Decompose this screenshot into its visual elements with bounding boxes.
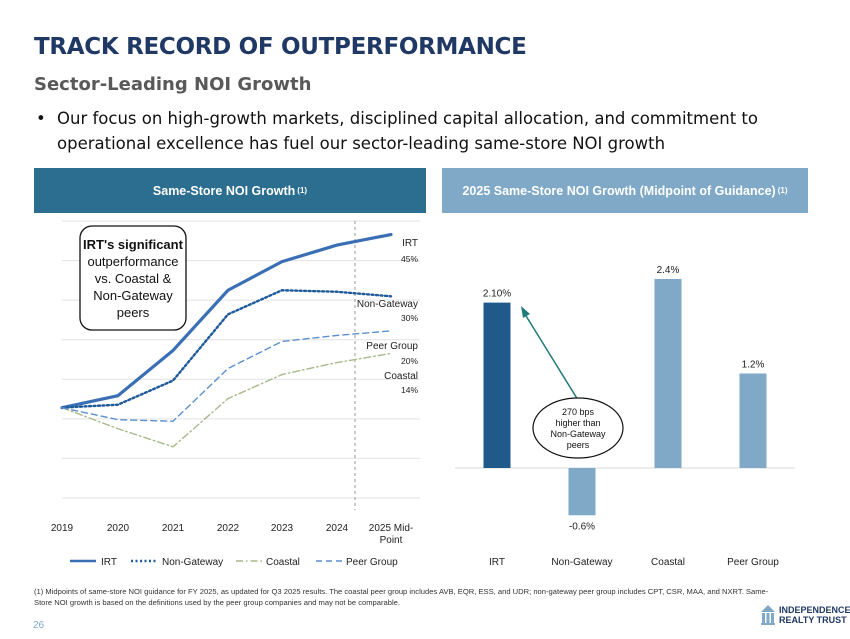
x-tick-label: 2025 Mid- [369,523,413,534]
bullet-text: Our focus on high-growth markets, discip… [57,109,758,153]
series-end-name: Coastal [384,371,418,382]
bar-chart-header: 2025 Same-Store NOI Growth (Midpoint of … [442,168,808,213]
legend-label: Non-Gateway [162,557,223,568]
x-tick-label: 2021 [162,523,185,534]
line-chart-header-text: Same-Store NOI Growth [152,183,296,198]
series-line-peer-group [61,330,392,422]
callout-box-left [79,225,187,331]
callout-right-line: peers [567,440,590,450]
logo-line1: INDEPENDENCE [779,605,850,615]
bar-peer-group [739,373,767,468]
series-end-value: 14% [401,385,418,395]
bullet-point: • Our focus on high-growth markets, disc… [36,106,796,156]
series-line-non-gateway [60,289,393,409]
bar-value-label: 2.4% [657,265,680,276]
series-end-name: IRT [402,238,418,249]
legend-label: Peer Group [346,557,398,568]
footnote: (1) Midpoints of same-store NOI guidance… [34,587,769,607]
x-tick-label: 2023 [271,523,294,534]
x-tick-label: 2024 [326,523,349,534]
bar-chart-header-footnote-ref: (1) [777,186,788,195]
section-subtitle: Sector-Leading NOI Growth [34,74,312,95]
callout-left-line: peers [117,305,150,320]
callout-arrow-head [521,306,530,318]
line-chart-header: Same-Store NOI Growth (1) [34,168,426,213]
bar-category-label: Non-Gateway [551,557,612,568]
bar-category-label: IRT [489,557,505,568]
series-end-value: 20% [401,356,418,366]
bar-irt [483,302,511,468]
series-line-irt [60,232,393,410]
callout-left-line: Non-Gateway [93,288,173,303]
callout-left-line: IRT's significant [83,237,184,252]
bar-value-label: 1.2% [742,360,765,371]
page-number: 26 [33,620,45,631]
callout-bubble-right [532,397,624,459]
bar-non-gateway [568,468,596,516]
bullet-dot: • [36,109,46,128]
bar-chart-header-text: 2025 Same-Store NOI Growth (Midpoint of … [462,183,776,198]
legend-label: IRT [101,557,117,568]
logo-icon [761,605,775,625]
line-chart-header-footnote-ref: (1) [297,186,308,195]
logo-line2: REALTY TRUST [779,615,847,625]
callout-right-line: 270 bps [562,407,595,417]
bar-category-label: Peer Group [727,557,779,568]
series-line-coastal [61,352,392,448]
series-end-name: Non-Gateway [357,299,418,310]
logo-text: INDEPENDENCE REALTY TRUST [779,605,850,625]
callout-right-line: Non-Gateway [550,429,606,439]
series-end-value: 45% [401,254,418,264]
x-tick-label: Point [380,535,403,546]
legend-label: Coastal [266,557,300,568]
callout-arrow-line [522,310,579,401]
x-tick-label: 2022 [217,523,240,534]
bar-value-label: 2.10% [483,289,511,300]
series-end-name: Peer Group [366,341,418,352]
callout-left-line: vs. Coastal & [95,271,172,286]
x-tick-label: 2020 [107,523,130,534]
page-title: TRACK RECORD OF OUTPERFORMANCE [34,34,527,60]
bar-category-label: Coastal [651,557,685,568]
series-end-value: 30% [401,313,418,323]
callout-left-line: outperformance [87,254,178,269]
bar-coastal [654,279,682,468]
bar-value-label: -0.6% [569,521,595,532]
x-tick-label: 2019 [51,523,74,534]
callout-right-line: higher than [555,418,600,428]
